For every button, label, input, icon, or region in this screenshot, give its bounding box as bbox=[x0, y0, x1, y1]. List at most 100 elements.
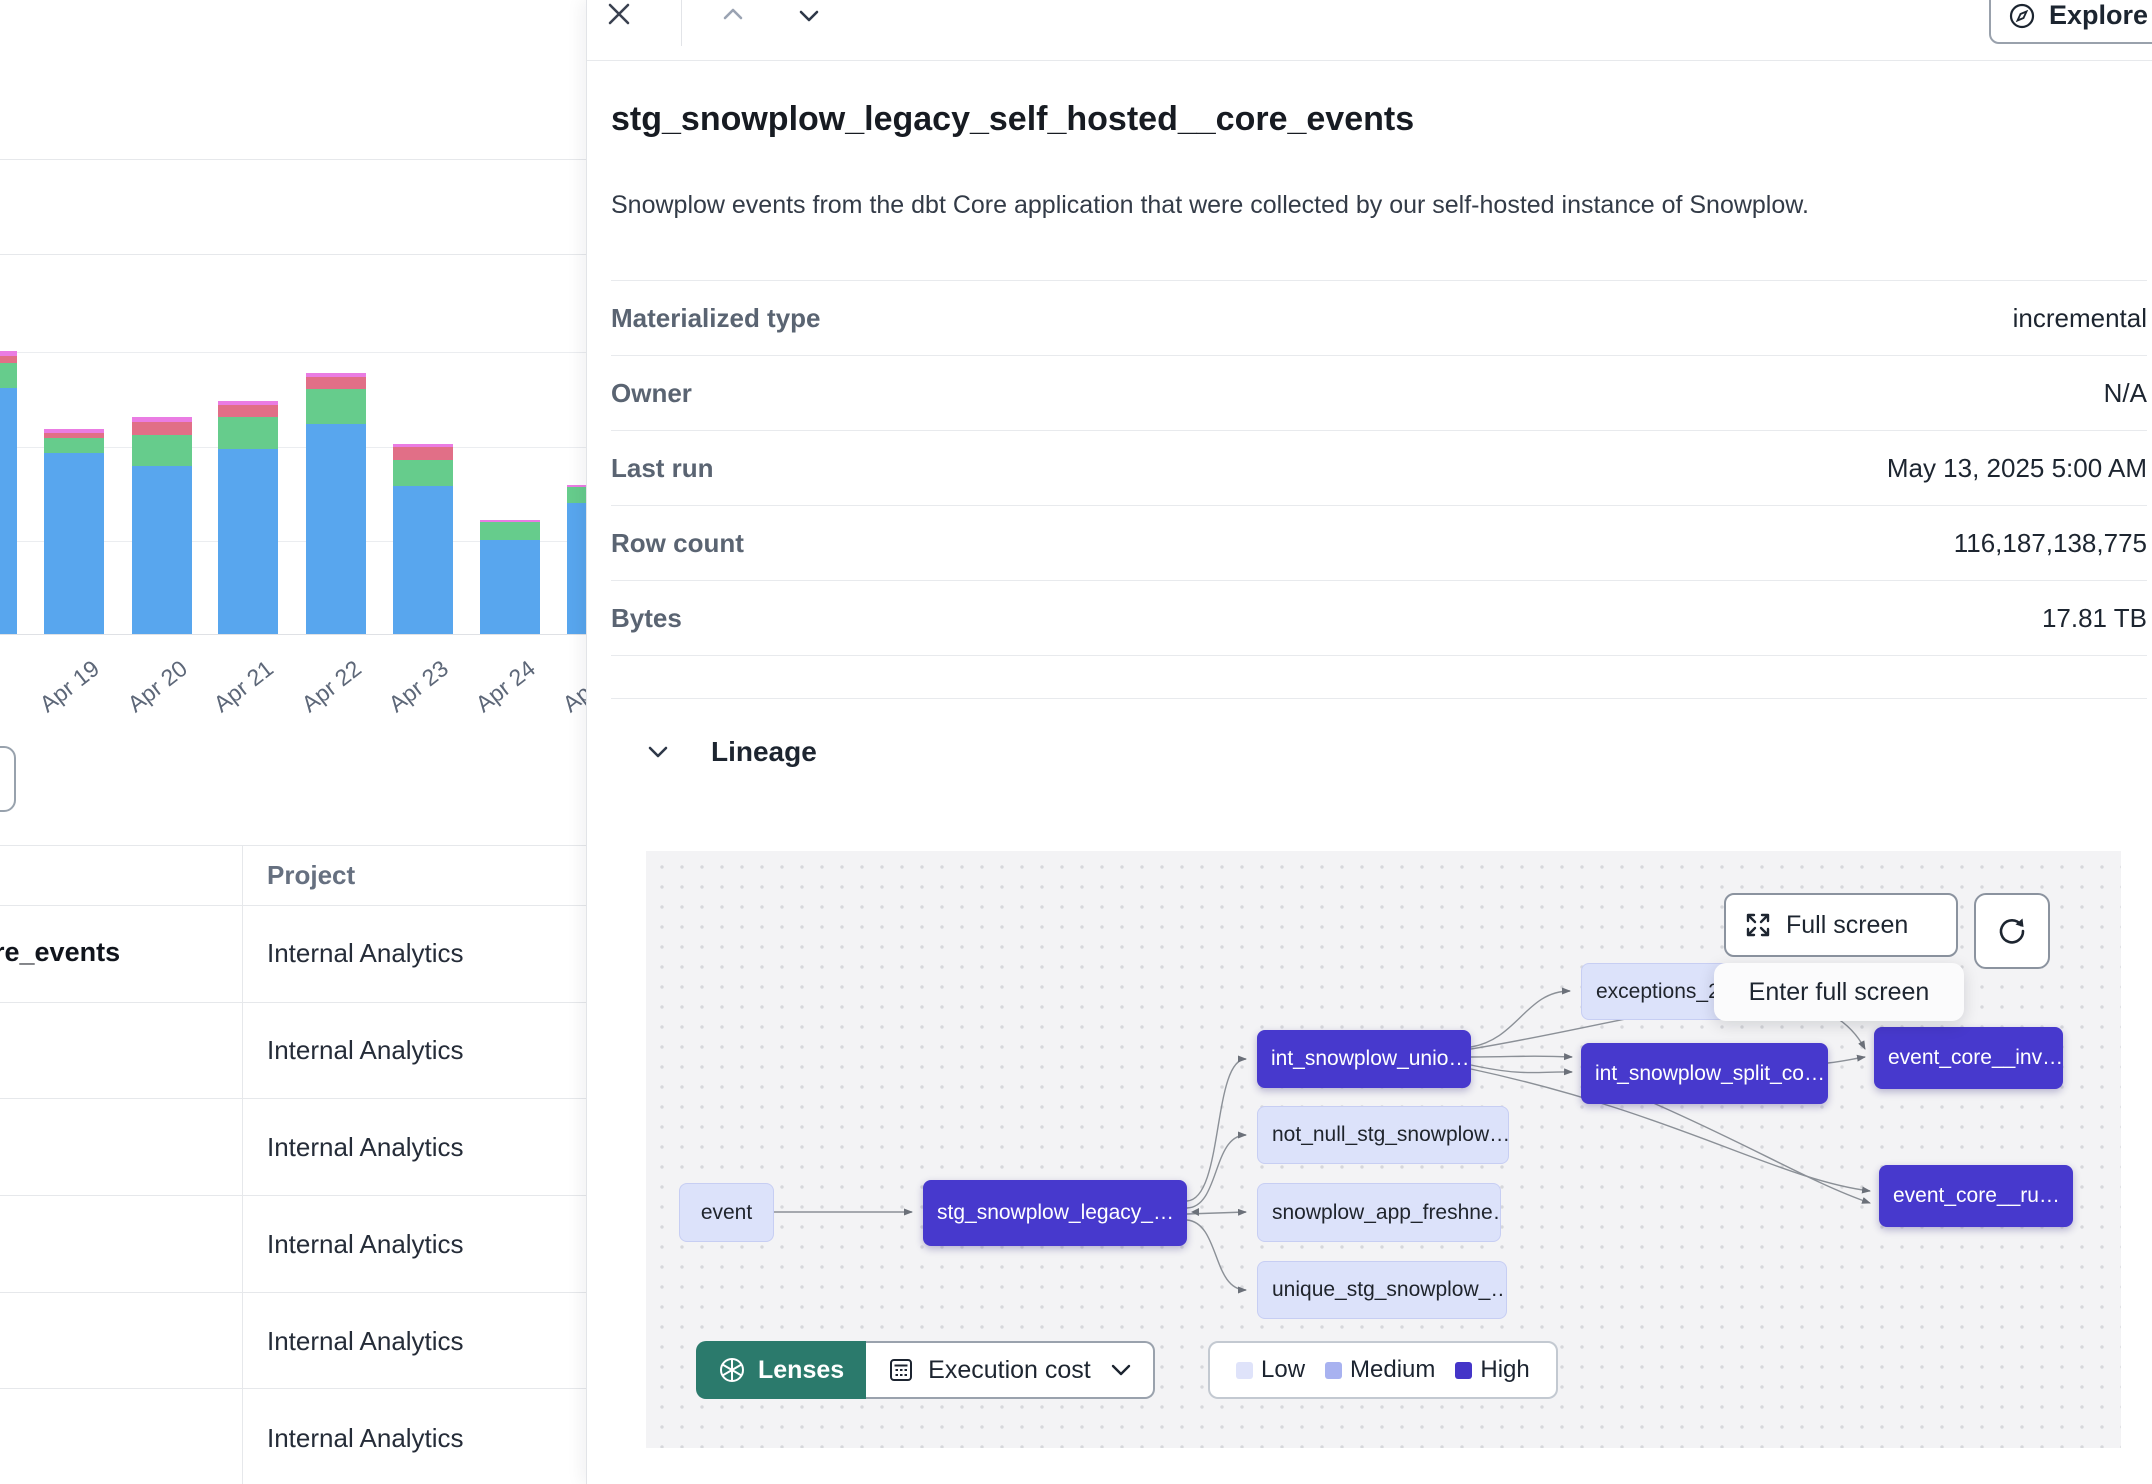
bar-segment-magenta[interactable] bbox=[0, 351, 17, 356]
bar-segment-green[interactable] bbox=[393, 460, 453, 486]
lens-selected-value: Execution cost bbox=[928, 1355, 1091, 1384]
lineage-node-split_co[interactable]: int_snowplow_split_co… bbox=[1581, 1043, 1828, 1104]
project-cell[interactable]: Internal Analytics bbox=[267, 1229, 464, 1259]
section-divider bbox=[611, 698, 2147, 699]
bar-segment-red[interactable] bbox=[0, 356, 17, 363]
bar-segment-red[interactable] bbox=[44, 433, 104, 438]
legend-item-low: Low bbox=[1236, 1356, 1305, 1384]
bar-segment-blue[interactable] bbox=[132, 466, 192, 634]
metadata-row: Materialized type incremental bbox=[611, 281, 2147, 356]
close-icon[interactable] bbox=[605, 1, 633, 29]
x-axis-line bbox=[0, 634, 648, 635]
metadata-value: incremental bbox=[2012, 302, 2147, 333]
bar-segment-blue[interactable] bbox=[218, 449, 278, 634]
metadata-label: Materialized type bbox=[611, 302, 821, 333]
bar-segment-magenta[interactable] bbox=[44, 429, 104, 433]
bar-segment-magenta[interactable] bbox=[480, 520, 540, 522]
model-detail-drawer: Explore stg_snowplow_legacy_self_hosted_… bbox=[586, 0, 2152, 1484]
refresh-icon bbox=[1995, 914, 2029, 948]
lineage-node-snowplow_app[interactable]: snowplow_app_freshne… bbox=[1257, 1183, 1501, 1242]
metadata-value: May 13, 2025 5:00 AM bbox=[1886, 452, 2147, 483]
fullscreen-button[interactable]: Full screen bbox=[1724, 893, 1958, 957]
metadata-row: Last run May 13, 2025 5:00 AM bbox=[611, 431, 2147, 506]
chevron-up-icon[interactable] bbox=[722, 6, 744, 24]
legend-item-high: High bbox=[1455, 1356, 1530, 1384]
lens-selector[interactable]: Execution cost bbox=[866, 1341, 1155, 1399]
legend-swatch bbox=[1236, 1361, 1253, 1379]
x-axis-tick-label: Apr 24 bbox=[470, 655, 541, 718]
bar-segment-green[interactable] bbox=[306, 389, 366, 424]
x-axis-tick-label: Apr 23 bbox=[383, 655, 454, 718]
legend-label: High bbox=[1480, 1356, 1530, 1383]
bar-segment-magenta[interactable] bbox=[306, 373, 366, 377]
lineage-node-event[interactable]: event bbox=[679, 1183, 774, 1242]
lineage-node-ru[interactable]: event_core__ru… bbox=[1879, 1165, 2073, 1227]
clipped-chart-button[interactable] bbox=[0, 746, 16, 812]
metadata-row: Bytes 17.81 TB bbox=[611, 581, 2147, 656]
lineage-edge bbox=[1186, 1055, 1247, 1202]
bar-segment-magenta[interactable] bbox=[218, 401, 278, 405]
bar-segment-red[interactable] bbox=[306, 377, 366, 389]
metadata-label: Bytes bbox=[611, 602, 682, 633]
lineage-graph-canvas[interactable]: event stg_snowplow_legacy_… int_snowplow_u… bbox=[646, 851, 2121, 1448]
bar-segment-green[interactable] bbox=[44, 438, 104, 453]
lineage-node-inv[interactable]: event_core__inv… bbox=[1874, 1027, 2063, 1089]
lineage-edge bbox=[1186, 1219, 1247, 1294]
lineage-node-unique[interactable]: unique_stg_snowplow_… bbox=[1257, 1261, 1507, 1319]
bar-segment-red[interactable] bbox=[393, 447, 453, 460]
lineage-node-int_unio[interactable]: int_snowplow_unio… bbox=[1257, 1030, 1471, 1088]
bar-segment-green[interactable] bbox=[218, 417, 278, 449]
bar-segment-magenta[interactable] bbox=[132, 417, 192, 422]
lineage-section-header[interactable]: Lineage bbox=[647, 736, 817, 768]
lenses-label: Lenses bbox=[758, 1355, 845, 1384]
column-header-project: Project bbox=[267, 860, 356, 890]
metadata-value: 116,187,138,775 bbox=[1953, 527, 2147, 558]
lineage-edge bbox=[1470, 987, 1571, 1048]
x-axis-tick-label: Apr 21 bbox=[208, 655, 279, 718]
bar-segment-magenta[interactable] bbox=[393, 444, 453, 447]
legend-item-medium: Medium bbox=[1325, 1356, 1435, 1384]
card-top-border bbox=[0, 159, 648, 160]
drawer-toolbar: Explore bbox=[587, 0, 2152, 61]
legend-label: Medium bbox=[1350, 1356, 1436, 1383]
fullscreen-label: Full screen bbox=[1786, 910, 1909, 939]
bar-segment-green[interactable] bbox=[0, 363, 17, 388]
explore-label: Explore bbox=[2049, 0, 2149, 30]
lineage-edge bbox=[1650, 1101, 1871, 1204]
lineage-node-stg[interactable]: stg_snowplow_legacy_… bbox=[923, 1180, 1187, 1246]
chevron-down-icon[interactable] bbox=[798, 8, 820, 26]
lenses-button[interactable]: Lenses bbox=[696, 1341, 867, 1399]
project-cell[interactable]: Internal Analytics bbox=[267, 1132, 464, 1162]
bar-segment-green[interactable] bbox=[132, 435, 192, 466]
bar-segment-red[interactable] bbox=[218, 405, 278, 417]
lineage-edge bbox=[1470, 1053, 1573, 1061]
cost-legend: Low Medium High bbox=[1208, 1341, 1558, 1399]
bar-segment-blue[interactable] bbox=[393, 486, 453, 634]
bar-segment-green[interactable] bbox=[480, 522, 540, 540]
bar-segment-blue[interactable] bbox=[480, 540, 540, 634]
project-cell[interactable]: Internal Analytics bbox=[267, 938, 464, 968]
x-axis-tick-label: Apr 19 bbox=[34, 655, 105, 718]
lineage-node-not_null[interactable]: not_null_stg_snowplow… bbox=[1257, 1106, 1509, 1164]
refresh-button[interactable] bbox=[1974, 893, 2050, 969]
explore-button[interactable]: Explore bbox=[1989, 0, 2152, 44]
metadata-label: Row count bbox=[611, 527, 744, 558]
aperture-icon bbox=[718, 1356, 746, 1384]
chevron-down-icon bbox=[647, 744, 669, 760]
toolbar-divider bbox=[681, 0, 682, 46]
legend-swatch bbox=[1325, 1361, 1343, 1379]
x-axis-tick-label: Apr 22 bbox=[296, 655, 367, 718]
bar-segment-blue[interactable] bbox=[0, 388, 17, 634]
metadata-value: 17.81 TB bbox=[2041, 602, 2147, 633]
model-description: Snowplow events from the dbt Core applic… bbox=[611, 191, 1809, 219]
project-cell[interactable]: Internal Analytics bbox=[267, 1423, 464, 1453]
model-name-cell[interactable]: re_events bbox=[0, 937, 121, 967]
bar-segment-blue[interactable] bbox=[306, 424, 366, 634]
project-cell[interactable]: Internal Analytics bbox=[267, 1035, 464, 1065]
expand-icon bbox=[1744, 911, 1772, 939]
project-cell[interactable]: Internal Analytics bbox=[267, 1326, 464, 1356]
bar-segment-red[interactable] bbox=[132, 422, 192, 435]
lineage-edge bbox=[1470, 1064, 1573, 1076]
bar-segment-blue[interactable] bbox=[44, 453, 104, 634]
